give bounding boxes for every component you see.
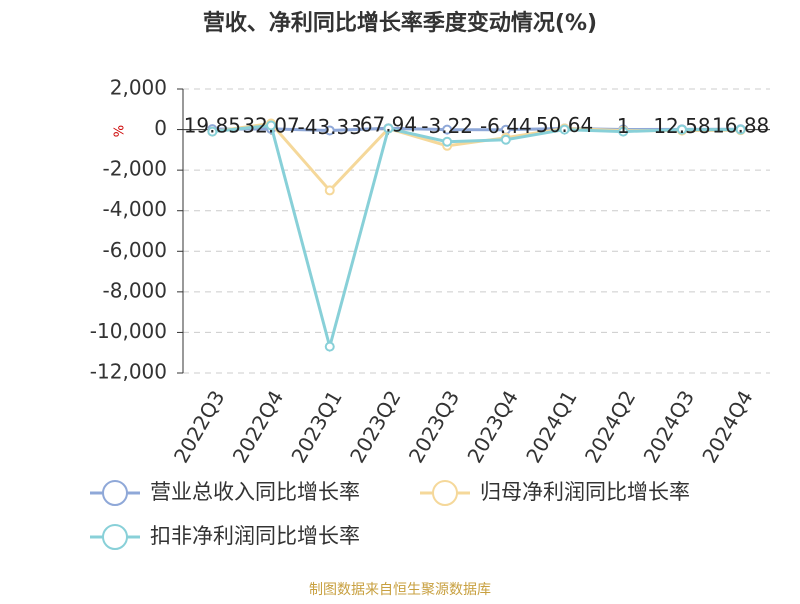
y-tick-label: -10,000: [90, 319, 167, 343]
y-tick-label: 0: [154, 116, 167, 140]
source-note: 制图数据来自恒生聚源数据库: [309, 582, 491, 598]
y-tick-label: -6,000: [103, 238, 167, 262]
y-tick-label: -4,000: [103, 197, 167, 221]
y-tick-label: -8,000: [103, 278, 167, 302]
data-label: 12.58: [653, 114, 710, 138]
legend-marker: [102, 524, 128, 550]
data-point: [442, 136, 453, 147]
x-tick-label: 2023Q2: [345, 386, 405, 467]
y-axis-label: %: [113, 125, 128, 137]
data-label: -3.22: [421, 114, 473, 138]
data-point: [559, 124, 570, 135]
x-tick-label: 2023Q3: [404, 386, 464, 467]
data-label: 67.94: [360, 113, 417, 137]
data-label: -6.44: [480, 114, 532, 138]
data-point: [383, 123, 394, 134]
data-point: [676, 124, 687, 135]
data-label: 50.64: [536, 113, 593, 137]
legend-label: 扣非净利润同比增长率: [150, 524, 360, 548]
data-point: [500, 134, 511, 145]
data-label: 16.88: [712, 114, 769, 138]
x-tick-label: 2024Q2: [580, 386, 640, 467]
data-point: [618, 126, 629, 137]
x-tick-label: 2023Q1: [286, 386, 346, 467]
series-line: [212, 123, 741, 353]
data-point: [324, 125, 335, 136]
y-tick-label: -2,000: [103, 157, 167, 181]
y-tick-label: -12,000: [90, 360, 167, 384]
x-tick-label: 2024Q4: [697, 386, 757, 467]
data-point: [207, 126, 218, 137]
chart-title: 营收、净利同比增长率季度变动情况(%): [203, 10, 597, 36]
data-label: 32.07: [242, 113, 299, 137]
data-label: 19.85: [184, 114, 241, 138]
legend-label: 归母净利润同比增长率: [480, 480, 690, 504]
data-point: [324, 341, 335, 352]
legend-marker: [432, 480, 458, 506]
x-tick-label: 2024Q3: [639, 386, 699, 467]
x-tick-label: 2023Q4: [462, 386, 522, 467]
data-label: 1: [617, 114, 630, 138]
y-tick-label: 2,000: [110, 76, 167, 100]
data-point: [442, 124, 453, 135]
x-tick-label: 2024Q1: [521, 386, 581, 467]
data-point: [266, 120, 277, 131]
data-point: [324, 185, 335, 196]
legend-label: 营业总收入同比增长率: [150, 480, 360, 504]
x-tick-label: 2022Q3: [169, 386, 229, 467]
x-tick-label: 2022Q4: [228, 386, 288, 467]
legend-marker: [102, 480, 128, 506]
data-label: -43.33: [298, 115, 362, 139]
data-point: [735, 124, 746, 135]
